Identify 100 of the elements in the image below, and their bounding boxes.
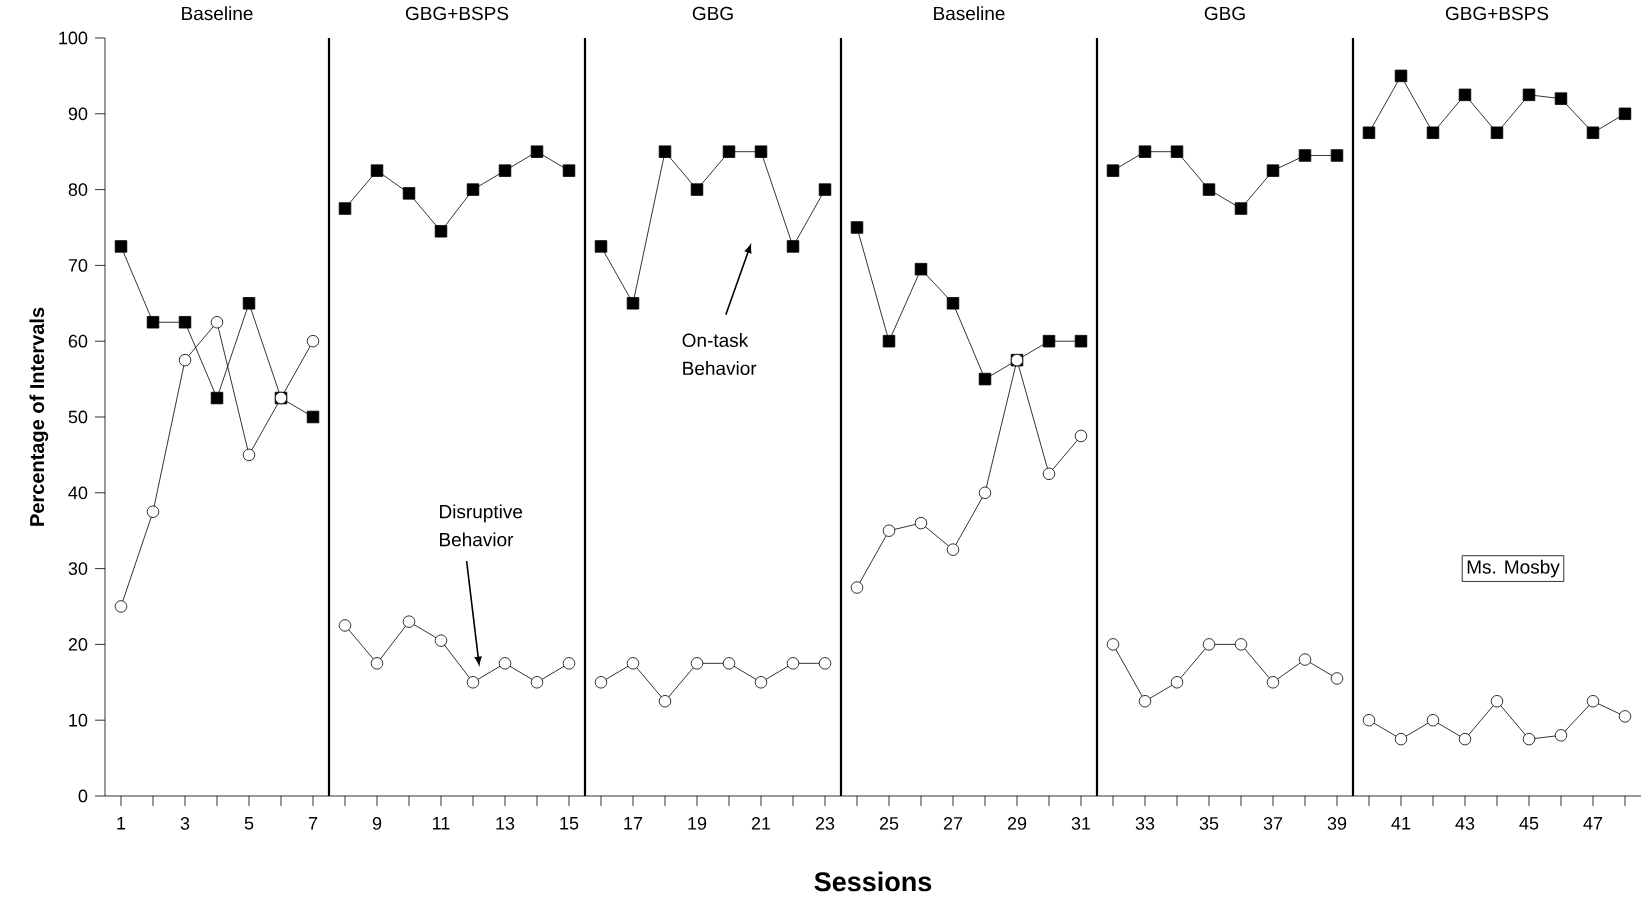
x-tick-label: 33 xyxy=(1135,817,1155,830)
point xyxy=(882,334,896,348)
point xyxy=(1490,695,1504,708)
text: Baseline xyxy=(934,6,1005,21)
point xyxy=(914,516,928,530)
x-tick-label: 5 xyxy=(244,817,254,830)
y-tick-label: 50 xyxy=(68,410,88,424)
point xyxy=(1394,69,1408,83)
point xyxy=(530,145,544,158)
y-tick-label: 60 xyxy=(68,334,88,348)
point xyxy=(1298,653,1312,666)
y-tick-label: 10 xyxy=(69,713,88,727)
point xyxy=(1458,88,1472,102)
x-tick-label: 21 xyxy=(751,817,771,830)
x-tick-label: 45 xyxy=(1519,817,1539,830)
point xyxy=(1234,202,1248,215)
text: GBG xyxy=(692,6,733,21)
point xyxy=(498,164,512,177)
y-tick-label: 30 xyxy=(68,562,88,575)
point xyxy=(1394,732,1408,746)
point xyxy=(338,619,352,632)
point xyxy=(530,676,544,689)
point xyxy=(1458,732,1472,746)
y-tick-label: 40 xyxy=(68,486,88,500)
x-tick-label: 25 xyxy=(879,817,899,830)
y-tick-label: 100 xyxy=(59,31,88,45)
point xyxy=(786,240,800,253)
y-tick-label: 70 xyxy=(68,259,88,272)
point xyxy=(882,524,896,537)
point xyxy=(1170,145,1184,158)
x-tick-label: 17 xyxy=(624,817,643,830)
point xyxy=(594,240,608,253)
text: GBG xyxy=(1204,6,1245,21)
point xyxy=(1138,695,1152,708)
point xyxy=(1426,126,1440,139)
point xyxy=(146,505,160,518)
x-tick-label: 11 xyxy=(433,817,450,830)
point xyxy=(306,334,320,348)
point xyxy=(626,297,640,310)
point xyxy=(338,202,352,215)
point xyxy=(690,183,704,196)
point xyxy=(146,316,160,329)
text: GBG+BSPS xyxy=(405,6,509,21)
point xyxy=(1522,732,1536,746)
point xyxy=(1490,126,1504,139)
point xyxy=(946,543,960,556)
y-tick-label: 0 xyxy=(78,789,88,803)
point xyxy=(1042,334,1056,348)
x-tick-label: 37 xyxy=(1263,817,1283,830)
x-tick-label: 31 xyxy=(1071,817,1091,830)
point xyxy=(1266,164,1280,177)
point xyxy=(1330,149,1344,162)
x-tick-label: 29 xyxy=(1007,817,1027,830)
annotation: Disruptive Behavior xyxy=(440,504,523,547)
point xyxy=(754,145,768,158)
point xyxy=(498,657,512,670)
point xyxy=(850,221,864,234)
point xyxy=(754,676,768,689)
point xyxy=(690,657,704,670)
point xyxy=(434,634,448,647)
y-tick-label: 20 xyxy=(68,638,88,651)
point xyxy=(658,145,672,158)
x-tick-label: 15 xyxy=(560,817,579,830)
x-tick-label: 35 xyxy=(1199,817,1219,830)
x-tick-label: 23 xyxy=(815,817,835,830)
text: GBG+BSPS xyxy=(1445,6,1549,21)
y-tick-label: 80 xyxy=(68,183,88,196)
point xyxy=(562,164,576,177)
x-tick-label: 27 xyxy=(943,817,963,830)
point xyxy=(466,183,480,196)
point xyxy=(210,316,224,329)
point xyxy=(402,187,416,200)
point xyxy=(1554,92,1568,105)
point xyxy=(1618,107,1632,120)
x-tick-label: 13 xyxy=(496,817,515,830)
point xyxy=(978,486,992,499)
point xyxy=(306,410,320,424)
point xyxy=(1298,149,1312,162)
point xyxy=(242,448,256,462)
point xyxy=(242,297,256,310)
point xyxy=(818,657,832,670)
point xyxy=(434,225,448,238)
point xyxy=(1266,676,1280,689)
point xyxy=(1170,676,1184,689)
point xyxy=(1330,672,1344,685)
point xyxy=(626,657,640,670)
point xyxy=(466,676,480,689)
point xyxy=(1106,164,1120,177)
point xyxy=(178,353,192,367)
point xyxy=(914,262,928,276)
point xyxy=(1586,126,1600,139)
x-axis-title: Sessions xyxy=(814,871,932,892)
y-axis-title: Percentage of Intervals xyxy=(29,307,49,526)
point xyxy=(1138,145,1152,158)
point xyxy=(370,657,384,670)
point xyxy=(1042,467,1056,481)
point xyxy=(1362,126,1376,139)
point xyxy=(178,316,192,329)
x-tick-label: 43 xyxy=(1455,817,1475,830)
y-tick-label: 90 xyxy=(68,107,88,121)
